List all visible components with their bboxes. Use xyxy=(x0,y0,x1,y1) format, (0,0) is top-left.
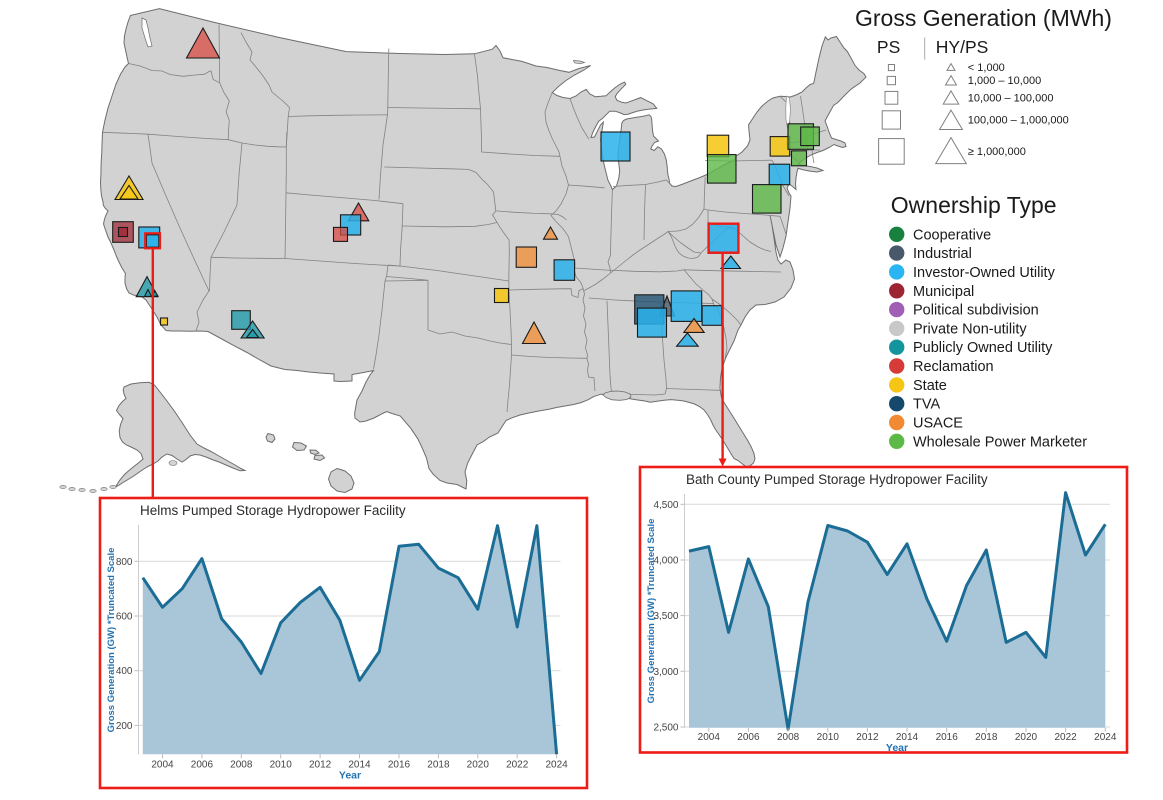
svg-text:2004: 2004 xyxy=(151,760,174,771)
svg-text:2008: 2008 xyxy=(230,760,253,771)
svg-text:2014: 2014 xyxy=(896,732,919,743)
svg-text:2006: 2006 xyxy=(737,732,760,743)
svg-text:2020: 2020 xyxy=(467,760,490,771)
svg-text:10,000 – 100,000: 10,000 – 100,000 xyxy=(968,92,1054,104)
svg-text:2022: 2022 xyxy=(506,760,529,771)
svg-text:2012: 2012 xyxy=(856,732,879,743)
svg-text:2016: 2016 xyxy=(388,760,411,771)
svg-text:HY/PS: HY/PS xyxy=(936,37,989,57)
svg-text:2014: 2014 xyxy=(348,760,371,771)
svg-text:Industrial: Industrial xyxy=(913,246,972,262)
svg-text:Municipal: Municipal xyxy=(913,284,974,300)
svg-text:Year: Year xyxy=(886,742,908,754)
svg-text:≥ 1,000,000: ≥ 1,000,000 xyxy=(968,146,1026,158)
svg-text:TVA: TVA xyxy=(913,397,940,413)
svg-text:200: 200 xyxy=(116,721,133,732)
svg-text:100,000 – 1,000,000: 100,000 – 1,000,000 xyxy=(968,115,1069,127)
svg-text:2016: 2016 xyxy=(936,732,959,743)
svg-text:Private Non-utility: Private Non-utility xyxy=(913,321,1027,337)
svg-text:2010: 2010 xyxy=(270,760,293,771)
svg-text:2022: 2022 xyxy=(1054,732,1077,743)
svg-text:2004: 2004 xyxy=(698,732,721,743)
svg-text:1,000 – 10,000: 1,000 – 10,000 xyxy=(968,75,1041,87)
svg-text:600: 600 xyxy=(116,612,133,623)
svg-text:2018: 2018 xyxy=(975,732,998,743)
svg-text:2018: 2018 xyxy=(427,760,450,771)
svg-text:Political subdivision: Political subdivision xyxy=(913,303,1039,319)
svg-text:< 1,000: < 1,000 xyxy=(968,62,1005,74)
svg-text:Investor-Owned Utility: Investor-Owned Utility xyxy=(913,265,1056,281)
svg-text:USACE: USACE xyxy=(913,416,963,432)
svg-text:Year: Year xyxy=(339,770,361,782)
svg-text:2006: 2006 xyxy=(191,760,214,771)
svg-text:State: State xyxy=(913,378,947,394)
svg-text:800: 800 xyxy=(116,557,133,568)
svg-text:2008: 2008 xyxy=(777,732,800,743)
svg-text:PS: PS xyxy=(877,37,900,57)
svg-text:3,000: 3,000 xyxy=(653,667,678,678)
svg-text:2024: 2024 xyxy=(1094,732,1117,743)
svg-text:Reclamation: Reclamation xyxy=(913,359,994,375)
svg-text:Ownership Type: Ownership Type xyxy=(891,192,1057,218)
svg-text:2020: 2020 xyxy=(1015,732,1038,743)
svg-text:2012: 2012 xyxy=(309,760,332,771)
svg-text:2010: 2010 xyxy=(817,732,840,743)
svg-text:400: 400 xyxy=(116,666,133,677)
svg-text:Cooperative: Cooperative xyxy=(913,227,991,243)
svg-text:4,500: 4,500 xyxy=(653,500,678,511)
svg-text:Wholesale Power Marketer: Wholesale Power Marketer xyxy=(913,434,1087,450)
svg-text:Gross Generation (GW) *Truncat: Gross Generation (GW) *Truncated Scale xyxy=(646,519,657,704)
svg-text:Publicly Owned Utility: Publicly Owned Utility xyxy=(913,340,1053,356)
svg-text:2024: 2024 xyxy=(545,760,568,771)
svg-text:Gross Generation (MWh): Gross Generation (MWh) xyxy=(855,5,1112,31)
svg-text:3,500: 3,500 xyxy=(653,611,678,622)
svg-text:Gross Generation (GW) *Truncat: Gross Generation (GW) *Truncated Scale xyxy=(106,548,117,733)
svg-text:4,000: 4,000 xyxy=(653,556,678,567)
svg-text:Helms Pumped Storage Hydropowe: Helms Pumped Storage Hydropower Facility xyxy=(140,503,406,518)
svg-text:2,500: 2,500 xyxy=(653,723,678,734)
svg-text:Bath County Pumped Storage Hyd: Bath County Pumped Storage Hydropower Fa… xyxy=(686,472,988,487)
